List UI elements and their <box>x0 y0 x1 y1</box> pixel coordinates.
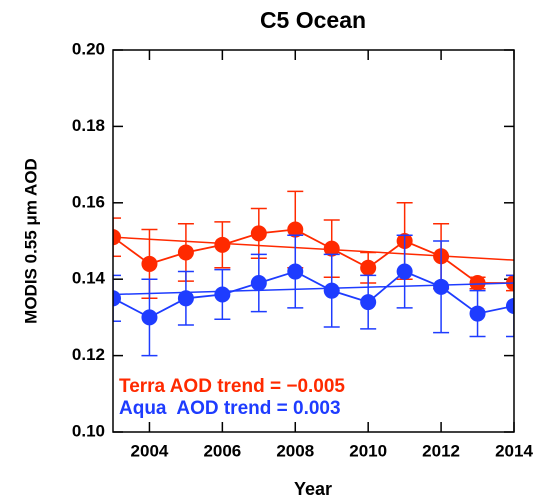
x-tick-label: 2004 <box>131 441 169 460</box>
point <box>396 263 413 280</box>
point <box>177 244 194 261</box>
point <box>469 275 486 292</box>
point <box>141 255 158 272</box>
point <box>287 263 304 280</box>
x-tick-label: 2010 <box>349 441 387 460</box>
point <box>214 236 231 253</box>
point <box>506 297 514 314</box>
point <box>214 286 231 303</box>
point <box>323 240 340 257</box>
x-axis-label: Year <box>294 479 332 499</box>
y-tick-label: 0.12 <box>72 345 105 364</box>
plot-frame <box>112 49 515 433</box>
point <box>360 259 377 276</box>
x-tick-label: 2012 <box>422 441 460 460</box>
annotation: Aqua AOD trend = 0.003 <box>119 398 341 419</box>
x-tick-label: 2006 <box>203 441 241 460</box>
point <box>113 290 121 307</box>
x-tick-label: 2014 <box>495 441 533 460</box>
point <box>141 309 158 326</box>
x-tick-label: 2008 <box>276 441 314 460</box>
chart-title: C5 Ocean <box>260 7 366 33</box>
point <box>433 278 450 295</box>
point <box>287 221 304 238</box>
annotation: Terra AOD trend = −0.005 <box>119 376 345 397</box>
y-tick-label: 0.14 <box>72 269 106 288</box>
point <box>360 294 377 311</box>
y-tick-label: 0.16 <box>72 192 105 211</box>
y-tick-label: 0.20 <box>72 39 105 58</box>
trend-line <box>113 282 514 296</box>
point <box>113 229 121 246</box>
series-line <box>113 270 514 319</box>
y-axis-label: MODIS 0.55 μm AOD <box>21 158 40 324</box>
y-tick-label: 0.10 <box>72 421 105 440</box>
point <box>250 225 267 242</box>
point <box>177 290 194 307</box>
point <box>323 282 340 299</box>
point <box>250 275 267 292</box>
y-tick-label: 0.18 <box>72 116 105 135</box>
point <box>469 305 486 322</box>
